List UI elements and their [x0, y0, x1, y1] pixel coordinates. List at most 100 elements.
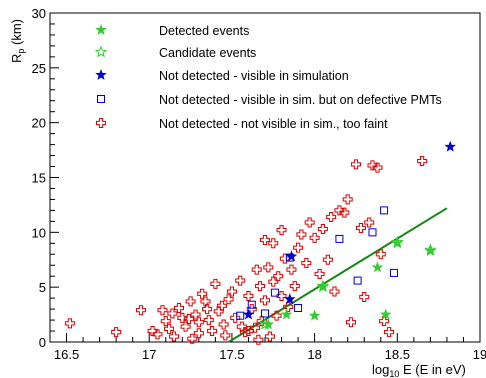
x-axis-label-sub: 10: [389, 369, 399, 378]
data-point: [280, 308, 293, 320]
y-axis: 0 5 10 15 20 25 30: [32, 6, 59, 350]
data-point: [203, 315, 214, 326]
data-point: [359, 292, 370, 303]
data-point: [253, 334, 264, 345]
y-tick-label: 10: [32, 225, 46, 240]
data-point: [263, 262, 274, 273]
data-point: [350, 159, 361, 170]
legend-marker: [94, 45, 108, 58]
data-point: [255, 281, 266, 292]
data-point: [223, 294, 234, 305]
data-point: [379, 316, 390, 327]
data-point: [243, 290, 254, 301]
data-point: [247, 300, 256, 309]
data-point: [185, 296, 196, 307]
legend-entry: Not detected - visible in simulation: [95, 68, 349, 83]
x-tick-label: 19: [473, 347, 486, 362]
legend-entry: Not detected - not visible in sim., too …: [96, 117, 388, 131]
data-point: [286, 264, 297, 275]
legend-entry: Detected events: [95, 23, 249, 38]
y-axis-label-rest: (km): [9, 19, 24, 49]
data-point: [380, 206, 389, 215]
data-point: [174, 303, 184, 314]
data-point: [260, 295, 270, 306]
x-tick-label: 17: [142, 347, 156, 362]
data-point: [273, 271, 284, 282]
legend-label: Not detected - visible in simulation: [159, 69, 349, 83]
data-point: [283, 301, 294, 312]
data-point: [390, 268, 398, 277]
data-point: [217, 300, 227, 311]
data-point: [308, 309, 321, 321]
data-point: [64, 318, 75, 329]
data-point: [242, 308, 255, 320]
points-layer: [64, 140, 456, 345]
data-point: [167, 308, 178, 319]
data-point: [200, 296, 211, 307]
data-point: [384, 327, 395, 338]
legend-marker: [95, 68, 107, 80]
data-point: [284, 293, 296, 305]
x-tick-label: 17.5: [219, 347, 244, 362]
data-point: [180, 321, 191, 332]
data-point: [314, 269, 325, 280]
x-tick-label: 16.5: [54, 347, 79, 362]
data-point: [260, 235, 270, 246]
x-axis-label-main: log: [372, 362, 389, 377]
legend-label: Detected events: [159, 24, 249, 38]
data-point: [424, 243, 437, 256]
data-point: [326, 211, 337, 222]
data-point: [372, 162, 383, 173]
data-point: [276, 225, 287, 236]
data-point: [261, 309, 269, 318]
data-point: [264, 331, 275, 342]
data-point: [226, 286, 237, 297]
data-point: [296, 229, 307, 240]
data-point: [220, 330, 231, 341]
legend-marker: [95, 23, 107, 35]
data-point: [164, 323, 175, 334]
legend-entry: Candidate events: [94, 45, 256, 60]
data-point: [444, 140, 456, 152]
data-point: [379, 308, 392, 320]
y-tick-label: 15: [32, 171, 46, 186]
x-tick-label: 18: [307, 347, 321, 362]
data-point: [157, 305, 168, 316]
x-tick-label: 18.5: [385, 347, 410, 362]
data-point: [339, 207, 350, 218]
data-point: [236, 321, 247, 332]
data-point: [301, 258, 312, 269]
data-point: [152, 329, 163, 340]
legend-marker: [97, 95, 105, 103]
y-axis-label-main: R: [9, 54, 24, 63]
data-point: [367, 160, 378, 171]
data-point: [417, 156, 428, 167]
data-point: [193, 328, 204, 339]
data-point: [375, 249, 386, 260]
data-point: [355, 222, 366, 233]
data-point: [371, 261, 384, 273]
data-point: [329, 286, 340, 297]
data-point: [111, 327, 122, 338]
data-point: [391, 235, 404, 248]
data-point: [251, 264, 262, 275]
data-point: [187, 333, 198, 344]
data-point: [294, 304, 303, 313]
data-point: [309, 232, 320, 243]
data-point: [322, 254, 333, 265]
data-point: [193, 317, 204, 328]
data-point: [342, 194, 353, 205]
data-point: [316, 279, 330, 292]
data-point: [285, 250, 298, 262]
y-tick-label: 30: [32, 6, 46, 21]
data-point: [276, 290, 287, 301]
data-point: [364, 217, 375, 228]
data-point: [304, 217, 315, 228]
data-point: [270, 288, 279, 297]
y-axis-label: Rp (km): [9, 19, 26, 63]
x-axis-label: log10 E (E in eV): [372, 362, 466, 378]
data-point: [258, 317, 272, 330]
data-point: [246, 304, 257, 315]
